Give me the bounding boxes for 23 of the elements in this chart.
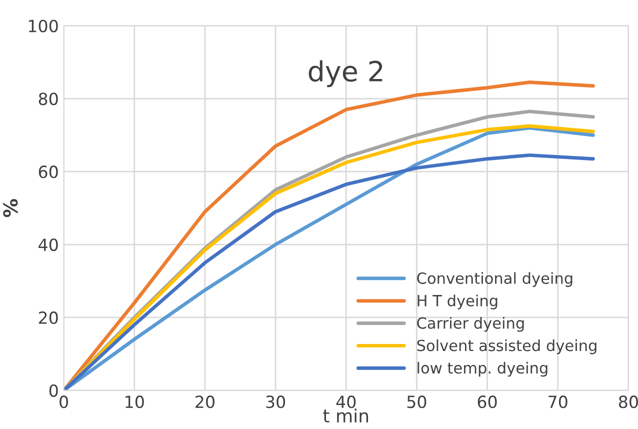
x-tick-label: 10	[126, 396, 144, 408]
x-tick-label: 50	[407, 396, 426, 408]
y-axis-title: %	[3, 198, 18, 218]
legend-label: Conventional dyeing	[417, 272, 572, 287]
x-tick-label: 60	[478, 396, 497, 408]
x-tick-label: 30	[266, 396, 286, 408]
y-tick-label: 100	[28, 20, 58, 32]
x-tick-label: 20	[196, 396, 214, 408]
legend-label: Solvent assisted dyeing	[417, 339, 596, 354]
legend-label: H T dyeing	[418, 294, 498, 310]
x-tick-label: 40	[336, 396, 356, 408]
y-tick-label: 80	[38, 92, 58, 106]
y-tick-label: 0	[49, 384, 58, 397]
x-tick-label: 0	[60, 396, 68, 408]
y-tick-label: 20	[38, 311, 58, 324]
x-tick-label: 70	[548, 396, 568, 408]
x-tick-label: 80	[618, 396, 638, 408]
y-tick-label: 40	[38, 238, 58, 252]
y-tick-label: 60	[38, 166, 58, 178]
legend-label: low temp. dyeing	[418, 362, 548, 377]
text: dye 2	[308, 60, 382, 88]
x-axis-title: t min	[323, 408, 368, 422]
legend-label: Carrier dyeing	[417, 317, 524, 332]
